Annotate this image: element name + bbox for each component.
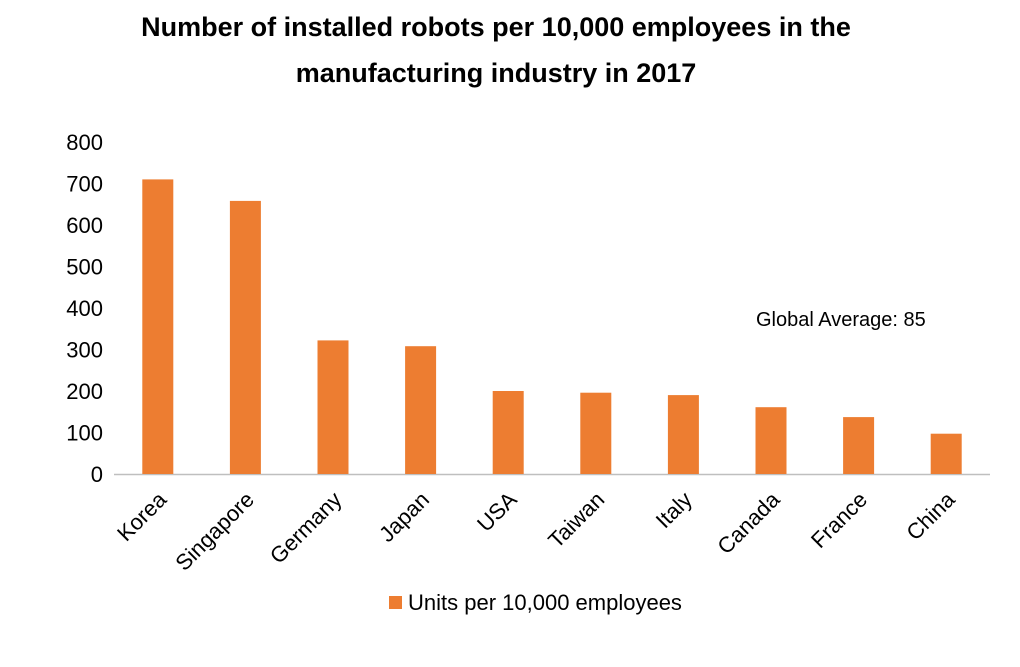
bar-china — [930, 433, 962, 474]
x-tick-label: Korea — [112, 486, 172, 546]
global-average-annotation: Global Average: 85 — [756, 309, 926, 331]
y-tick-label: 800 — [66, 130, 103, 155]
y-tick-label: 200 — [66, 379, 103, 404]
x-tick-label: Italy — [651, 487, 697, 533]
y-axis-tick-labels: 0 100 200 300 400 500 600 700 800 — [66, 130, 103, 487]
bar-singapore — [229, 200, 261, 474]
x-tick-label: Singapore — [170, 487, 259, 576]
chart-title-line-2: manufacturing industry in 2017 — [296, 58, 697, 88]
y-tick-label: 700 — [66, 172, 103, 197]
x-tick-label: Canada — [712, 486, 785, 559]
bar-italy — [667, 395, 699, 474]
y-tick-label: 400 — [66, 296, 103, 321]
x-tick-label: France — [806, 487, 872, 553]
x-tick-label: Japan — [374, 487, 434, 547]
y-tick-label: 100 — [66, 421, 103, 446]
legend-label: Units per 10,000 employees — [408, 590, 682, 615]
bar-germany — [317, 340, 349, 474]
y-tick-label: 0 — [91, 462, 103, 487]
y-tick-label: 500 — [66, 255, 103, 280]
x-tick-label: USA — [472, 487, 522, 537]
bar-france — [843, 417, 875, 474]
bar-japan — [405, 346, 437, 474]
x-tick-label: Taiwan — [543, 487, 609, 553]
y-tick-label: 300 — [66, 338, 103, 363]
legend: Units per 10,000 employees — [389, 590, 682, 615]
bars-group — [142, 179, 962, 474]
bar-taiwan — [580, 392, 612, 474]
bar-korea — [142, 179, 174, 474]
bar-usa — [492, 391, 524, 474]
x-tick-label: China — [901, 486, 960, 545]
y-tick-label: 600 — [66, 213, 103, 238]
bar-canada — [755, 407, 787, 474]
legend-swatch — [389, 596, 402, 609]
x-tick-label: Germany — [265, 487, 347, 569]
chart-title-line-1: Number of installed robots per 10,000 em… — [141, 12, 851, 42]
